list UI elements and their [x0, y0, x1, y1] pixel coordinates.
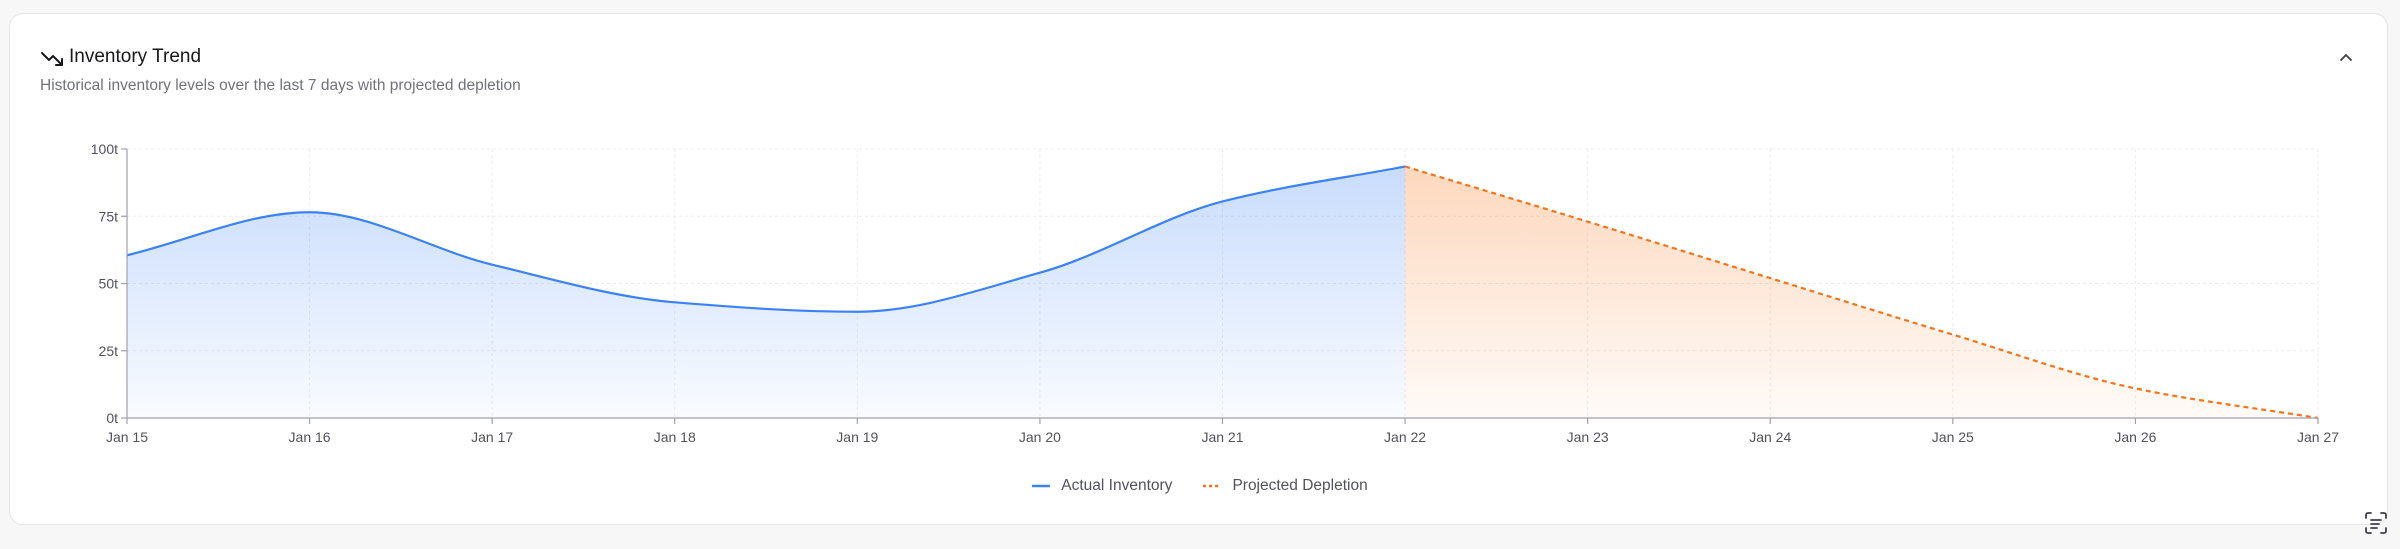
x-tick-label: Jan 17	[471, 429, 513, 445]
chart-legend: Actual Inventory Projected Depletion	[10, 477, 2389, 495]
y-tick-label: 100t	[91, 141, 118, 157]
legend-label: Projected Depletion	[1232, 477, 1368, 494]
x-tick-label: Jan 26	[2114, 429, 2156, 445]
legend-item-actual[interactable]: Actual Inventory	[1031, 477, 1172, 495]
scan-text-icon[interactable]	[2363, 510, 2389, 536]
y-tick-label: 75t	[99, 208, 119, 224]
x-tick-label: Jan 22	[1384, 429, 1426, 445]
card-subtitle: Historical inventory levels over the las…	[40, 77, 521, 94]
card-title: Inventory Trend	[69, 46, 202, 67]
x-tick-label: Jan 15	[106, 429, 148, 445]
series-line-projected	[1404, 165, 2319, 420]
legend-item-projected[interactable]: Projected Depletion	[1202, 477, 1368, 495]
x-tick-label: Jan 23	[1567, 429, 1609, 445]
x-tick-label: Jan 24	[1749, 429, 1791, 445]
trending-down-icon	[41, 52, 63, 66]
x-tick-label: Jan 16	[289, 429, 331, 445]
inventory-trend-card: Inventory Trend Historical inventory lev…	[9, 13, 2388, 525]
x-tick-label: Jan 21	[1201, 429, 1243, 445]
x-tick-label: Jan 25	[1932, 429, 1974, 445]
legend-swatch	[1203, 484, 1222, 488]
chevron-up-icon[interactable]	[2333, 44, 2359, 70]
series-line-actual	[126, 165, 1406, 313]
x-tick-label: Jan 19	[836, 429, 878, 445]
y-tick-label: 25t	[99, 343, 119, 359]
legend-swatch	[1032, 484, 1051, 488]
y-tick-label: 50t	[99, 276, 119, 292]
inventory-chart: 0t 25t 50t 75t 100t Jan 15 Jan 16 Jan 17 Jan 18 J…	[91, 141, 2339, 445]
x-tick-label: Jan 20	[1019, 429, 1061, 445]
x-tick-label: Jan 18	[654, 429, 696, 445]
series-area-projected	[1405, 166, 2318, 418]
series-area-actual	[127, 166, 1406, 418]
legend-label: Actual Inventory	[1061, 477, 1173, 494]
y-tick-label: 0t	[106, 410, 118, 426]
x-tick-label: Jan 27	[2297, 429, 2339, 445]
